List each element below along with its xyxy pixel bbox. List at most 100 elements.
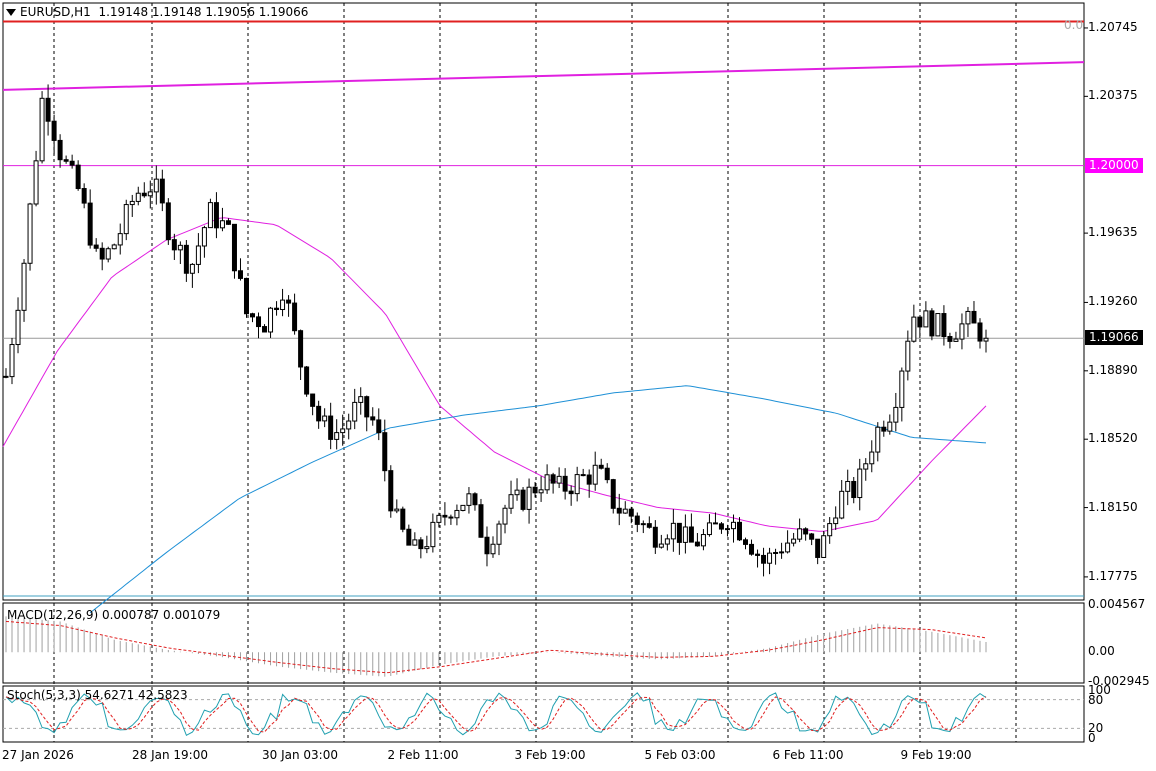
candle-body [881, 426, 887, 432]
candle [736, 517, 742, 542]
candle [610, 478, 616, 514]
candle-body [141, 192, 147, 197]
candle [394, 499, 400, 514]
candle [448, 514, 454, 525]
candle [911, 304, 917, 343]
candle [123, 199, 129, 241]
time-label: 3 Feb 19:00 [514, 748, 586, 762]
candle [875, 422, 881, 462]
candle-body [634, 515, 640, 525]
candle [797, 518, 803, 543]
candle [821, 530, 827, 558]
candle [857, 458, 863, 511]
candle-body [743, 539, 749, 545]
candle [718, 522, 724, 534]
candle-body [231, 223, 237, 272]
candle [316, 400, 322, 429]
candle [322, 408, 328, 428]
candle [87, 189, 93, 249]
candle-body [712, 522, 718, 525]
candle-body [646, 523, 652, 528]
candle [544, 464, 550, 494]
candle-body [749, 543, 755, 555]
candle-body [839, 490, 845, 519]
candle [658, 534, 664, 549]
ohlc-values: 1.19148 1.19148 1.19056 1.19066 [98, 5, 309, 19]
candle [947, 332, 953, 349]
candle-body [670, 522, 676, 540]
candle-body [189, 263, 195, 274]
candle [364, 395, 370, 432]
candle [496, 520, 502, 556]
horizontal-levels [2, 20, 1085, 597]
candle [935, 313, 941, 337]
candle-body [219, 220, 225, 229]
candle-body [256, 316, 262, 328]
candle-body [929, 310, 935, 337]
candle [580, 468, 586, 477]
candle-body [376, 419, 382, 434]
price-label: 1.18150 [1088, 499, 1138, 514]
candle-body [676, 522, 682, 543]
candle [310, 393, 316, 416]
candle [646, 516, 652, 529]
candle-body [424, 546, 430, 550]
candle-body [165, 202, 171, 241]
candle-body [99, 247, 105, 260]
stoch-main-line [5, 692, 987, 737]
candle [400, 506, 406, 533]
candle [189, 263, 195, 288]
candle-body [213, 202, 219, 229]
candle-body [544, 474, 550, 491]
chart-title[interactable]: EURUSD,H1 1.19148 1.19148 1.19056 1.1906… [6, 5, 308, 19]
candle-body [225, 220, 231, 225]
candle-body [869, 451, 875, 465]
candle [941, 305, 947, 346]
candle [111, 243, 117, 250]
candle [334, 419, 340, 450]
candle [231, 223, 237, 279]
candle-body [622, 508, 628, 514]
candle [893, 392, 899, 432]
candle [520, 487, 526, 512]
candle [436, 512, 442, 528]
candle [724, 524, 730, 537]
candle-body [899, 370, 905, 408]
candle [905, 330, 911, 381]
candle-body [574, 474, 580, 495]
candle [640, 520, 646, 534]
candle-body [123, 204, 129, 235]
candle [117, 223, 123, 255]
candle-body [33, 160, 39, 205]
candle [965, 306, 971, 337]
candle [628, 506, 634, 524]
candle-body [532, 486, 538, 494]
candle-body [418, 539, 424, 550]
candle [147, 180, 153, 209]
candle-body [93, 244, 99, 249]
candle [268, 306, 274, 338]
candle-body [448, 516, 454, 519]
pane-border-0 [2, 2, 1085, 601]
candle-body [983, 337, 989, 342]
candle-body [346, 420, 352, 430]
chart-frame [2, 2, 1088, 743]
candle [63, 155, 69, 164]
candle-body [821, 535, 827, 558]
candle-body [905, 340, 911, 372]
candle [159, 169, 165, 212]
macd-title: MACD(12,26,9) 0.000787 0.001079 [7, 608, 221, 622]
candle-body [201, 227, 207, 247]
dropdown-triangle-icon[interactable] [6, 9, 16, 16]
candle [472, 492, 478, 511]
candle-body [292, 302, 298, 332]
candle [93, 238, 99, 252]
candle [616, 493, 622, 526]
candle [556, 467, 562, 489]
candle-body [21, 262, 27, 311]
candle [676, 522, 682, 555]
candle-body [382, 432, 388, 472]
candle-body [334, 432, 340, 440]
candle [45, 84, 51, 136]
candle-body [875, 426, 881, 453]
